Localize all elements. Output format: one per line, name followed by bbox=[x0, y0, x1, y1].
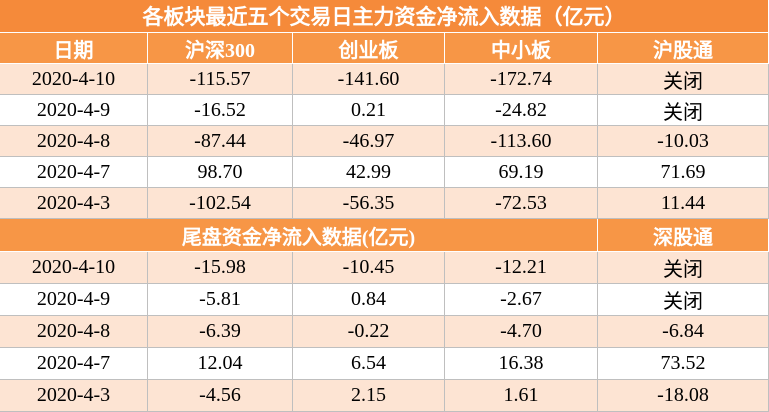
column-header: 沪股通 bbox=[598, 33, 769, 64]
cell: -10.03 bbox=[598, 126, 769, 157]
cell: 12.04 bbox=[148, 348, 293, 380]
cell: -102.54 bbox=[148, 188, 293, 219]
cell: 2020-4-3 bbox=[0, 380, 148, 412]
cell: -6.39 bbox=[148, 316, 293, 348]
cell: 关闭 bbox=[598, 284, 769, 316]
cell: -172.74 bbox=[445, 64, 598, 95]
cell: -4.56 bbox=[148, 380, 293, 412]
cell: 2020-4-8 bbox=[0, 126, 148, 157]
cell: 73.52 bbox=[598, 348, 769, 380]
cell: -15.98 bbox=[148, 252, 293, 284]
cell: 2020-4-9 bbox=[0, 284, 148, 316]
column-header: 深股通 bbox=[598, 219, 769, 252]
cell: -141.60 bbox=[293, 64, 445, 95]
cell: -5.81 bbox=[148, 284, 293, 316]
cell: -72.53 bbox=[445, 188, 598, 219]
cell: -113.60 bbox=[445, 126, 598, 157]
cell: 2020-4-10 bbox=[0, 252, 148, 284]
cell: -2.67 bbox=[445, 284, 598, 316]
cell: 1.61 bbox=[445, 380, 598, 412]
title: 各板块最近五个交易日主力资金净流入数据（亿元） bbox=[0, 0, 769, 33]
cell: 2020-4-8 bbox=[0, 316, 148, 348]
cell: 关闭 bbox=[598, 252, 769, 284]
cell: 2020-4-10 bbox=[0, 64, 148, 95]
cell: 0.84 bbox=[293, 284, 445, 316]
cell: -46.97 bbox=[293, 126, 445, 157]
cell: -0.22 bbox=[293, 316, 445, 348]
section-header: 尾盘资金净流入数据(亿元) bbox=[0, 219, 598, 252]
cell: -10.45 bbox=[293, 252, 445, 284]
cell: -4.70 bbox=[445, 316, 598, 348]
column-header: 中小板 bbox=[445, 33, 598, 64]
cell: 98.70 bbox=[148, 157, 293, 188]
cell: -18.08 bbox=[598, 380, 769, 412]
cell: 关闭 bbox=[598, 95, 769, 126]
cell: 2020-4-7 bbox=[0, 157, 148, 188]
cell: -16.52 bbox=[148, 95, 293, 126]
cell: 2.15 bbox=[293, 380, 445, 412]
cell: 关闭 bbox=[598, 64, 769, 95]
cell: 6.54 bbox=[293, 348, 445, 380]
cell: 42.99 bbox=[293, 157, 445, 188]
cell: -87.44 bbox=[148, 126, 293, 157]
cell: 0.21 bbox=[293, 95, 445, 126]
cell: -115.57 bbox=[148, 64, 293, 95]
cell: -6.84 bbox=[598, 316, 769, 348]
cell: 16.38 bbox=[445, 348, 598, 380]
column-header: 日期 bbox=[0, 33, 148, 64]
cell: -24.82 bbox=[445, 95, 598, 126]
column-header: 创业板 bbox=[293, 33, 445, 64]
cell: 69.19 bbox=[445, 157, 598, 188]
cell: 11.44 bbox=[598, 188, 769, 219]
cell: -12.21 bbox=[445, 252, 598, 284]
cell: 2020-4-9 bbox=[0, 95, 148, 126]
column-header: 沪深300 bbox=[148, 33, 293, 64]
cell: 2020-4-7 bbox=[0, 348, 148, 380]
cell: 2020-4-3 bbox=[0, 188, 148, 219]
cell: -56.35 bbox=[293, 188, 445, 219]
cell: 71.69 bbox=[598, 157, 769, 188]
